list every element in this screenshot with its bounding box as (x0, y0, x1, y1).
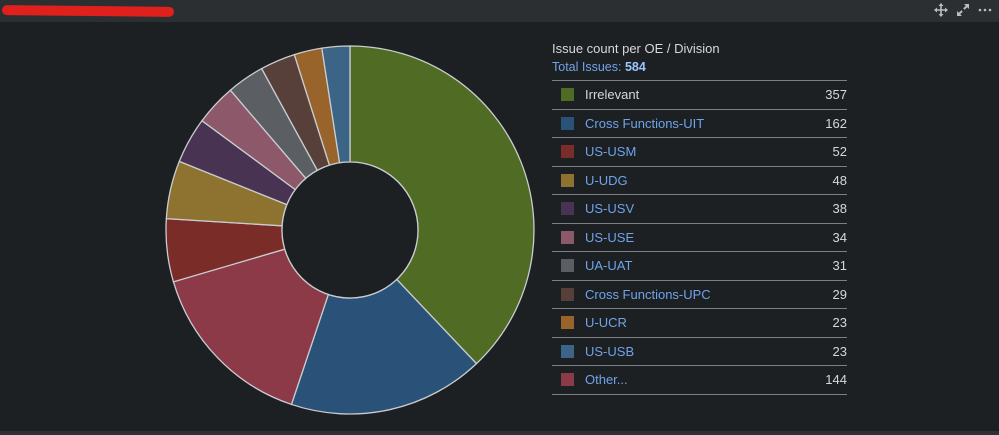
legend-label[interactable]: U-UDG (585, 172, 628, 188)
legend-value: 52 (832, 144, 847, 160)
legend-swatch-cell (552, 366, 585, 395)
legend-value: 162 (825, 115, 847, 131)
legend-swatch-cell (552, 166, 585, 195)
legend-row[interactable]: Cross Functions-UPC 29 (552, 280, 847, 309)
legend-row[interactable]: U-UDG 48 (552, 166, 847, 195)
legend-swatch (561, 145, 574, 159)
legend-panel: Issue count per OE / Division Total Issu… (552, 41, 847, 395)
legend-row[interactable]: US-USM 52 (552, 138, 847, 167)
panel-titlebar (0, 0, 999, 22)
legend-swatch (561, 230, 574, 244)
legend-swatch-cell (552, 337, 585, 366)
legend-row[interactable]: US-USV 38 (552, 195, 847, 224)
legend-title: Issue count per OE / Division (552, 41, 720, 56)
legend-swatch-cell (552, 195, 585, 224)
donut-hole (281, 161, 419, 299)
donut-chart-svg (165, 45, 535, 415)
legend-swatch-cell (552, 81, 585, 110)
donut-chart (150, 30, 550, 430)
legend-swatch (561, 287, 574, 301)
legend-swatch (561, 173, 574, 187)
legend-label[interactable]: Cross Functions-UIT (585, 115, 705, 131)
legend-label[interactable]: U-UCR (585, 315, 627, 331)
legend-label: Irrelevant (585, 87, 640, 103)
move-icon[interactable] (933, 2, 949, 18)
more-icon[interactable] (977, 2, 993, 18)
legend-swatch (561, 316, 574, 330)
legend-swatch (561, 344, 574, 358)
legend-value: 144 (825, 372, 847, 388)
legend-value: 38 (832, 201, 847, 217)
legend-label[interactable]: US-USE (585, 229, 635, 245)
legend-swatch (561, 202, 574, 216)
legend-swatch-cell (552, 280, 585, 309)
legend-label[interactable]: Cross Functions-UPC (585, 286, 711, 302)
legend-label[interactable]: US-USV (585, 201, 635, 217)
legend-swatch-cell (552, 252, 585, 281)
legend-row[interactable]: Cross Functions-UIT 162 (552, 109, 847, 138)
legend-row[interactable]: Other... 144 (552, 366, 847, 395)
legend-value: 23 (832, 343, 847, 359)
legend-label[interactable]: UA-UAT (585, 258, 633, 274)
total-value: 584 (624, 60, 646, 74)
legend-row: Irrelevant 357 (552, 81, 847, 110)
legend-row[interactable]: UA-UAT 31 (552, 252, 847, 281)
legend-swatch-cell (552, 223, 585, 252)
legend-value: 34 (832, 229, 847, 245)
legend-label[interactable]: Other... (585, 372, 628, 388)
legend-swatch-cell (552, 138, 585, 167)
expand-icon[interactable] (955, 2, 971, 18)
legend-swatch-cell (552, 109, 585, 138)
legend-swatch-cell (552, 309, 585, 338)
legend-swatch (561, 88, 574, 102)
redacted-title (1, 5, 175, 17)
legend-swatch (561, 116, 574, 130)
total-label: Total Issues: (552, 60, 622, 74)
legend-swatch (561, 373, 574, 387)
legend-value: 23 (832, 315, 847, 331)
legend-swatch (561, 259, 574, 273)
legend-value: 357 (825, 87, 847, 103)
legend-value: 48 (832, 172, 847, 188)
legend-label[interactable]: US-USM (585, 144, 637, 160)
legend-table: Irrelevant 357 Cross Functions-UIT 162 US-US… (552, 80, 847, 395)
total-issues: Total Issues: 584 (552, 59, 847, 75)
legend-label[interactable]: US-USB (585, 343, 635, 359)
legend-value: 31 (832, 258, 847, 274)
panel-tools (933, 2, 993, 18)
legend-row[interactable]: U-UCR 23 (552, 309, 847, 338)
legend-row[interactable]: US-USE 34 (552, 223, 847, 252)
legend-value: 29 (832, 286, 847, 302)
legend-row[interactable]: US-USB 23 (552, 337, 847, 366)
